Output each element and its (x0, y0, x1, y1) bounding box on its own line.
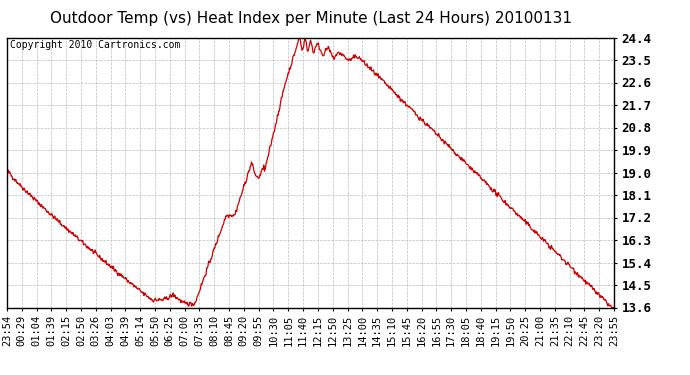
Text: Copyright 2010 Cartronics.com: Copyright 2010 Cartronics.com (10, 40, 180, 50)
Text: Outdoor Temp (vs) Heat Index per Minute (Last 24 Hours) 20100131: Outdoor Temp (vs) Heat Index per Minute … (50, 11, 571, 26)
